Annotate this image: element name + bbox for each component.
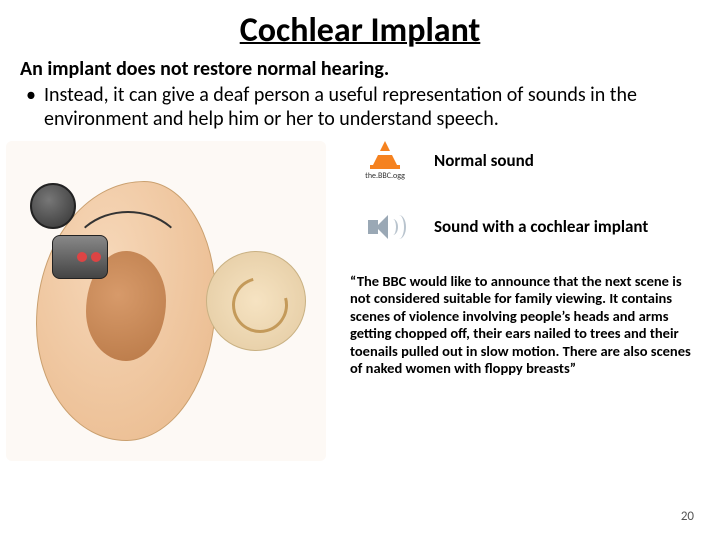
ear-diagram-column	[0, 141, 340, 461]
content-row: the.BBC.ogg Normal sound Sound with a co…	[0, 141, 720, 461]
normal-sound-caption: Normal sound	[434, 151, 534, 171]
bullet-text: Instead, it can give a deaf person a use…	[44, 83, 700, 131]
vlc-cone-icon	[370, 141, 400, 169]
right-column: the.BBC.ogg Normal sound Sound with a co…	[340, 141, 720, 461]
slide-title: Cochlear Implant	[0, 10, 720, 51]
body-text-block: An implant does not restore normal heari…	[0, 51, 720, 131]
speaker-icon	[364, 209, 406, 245]
audio-clip[interactable]	[350, 209, 420, 245]
implant-transmitter-disc	[30, 183, 76, 229]
slide-number: 20	[681, 509, 694, 524]
cochlea-shape	[206, 251, 306, 351]
implant-processor-body	[52, 235, 108, 279]
media-row-implant: Sound with a cochlear implant	[350, 209, 704, 245]
bullet-item: • Instead, it can give a deaf person a u…	[20, 83, 700, 131]
bullet-dot: •	[20, 83, 44, 131]
intro-bold-line: An implant does not restore normal heari…	[20, 57, 700, 81]
implant-sound-caption: Sound with a cochlear implant	[434, 217, 648, 237]
vlc-media-file[interactable]: the.BBC.ogg	[350, 141, 420, 181]
ear-cochlear-implant-illustration	[6, 141, 326, 461]
bbc-quote-text: “The BBC would like to announce that the…	[350, 273, 704, 377]
media-file-label: the.BBC.ogg	[350, 171, 420, 181]
media-row-normal: the.BBC.ogg Normal sound	[350, 141, 704, 181]
